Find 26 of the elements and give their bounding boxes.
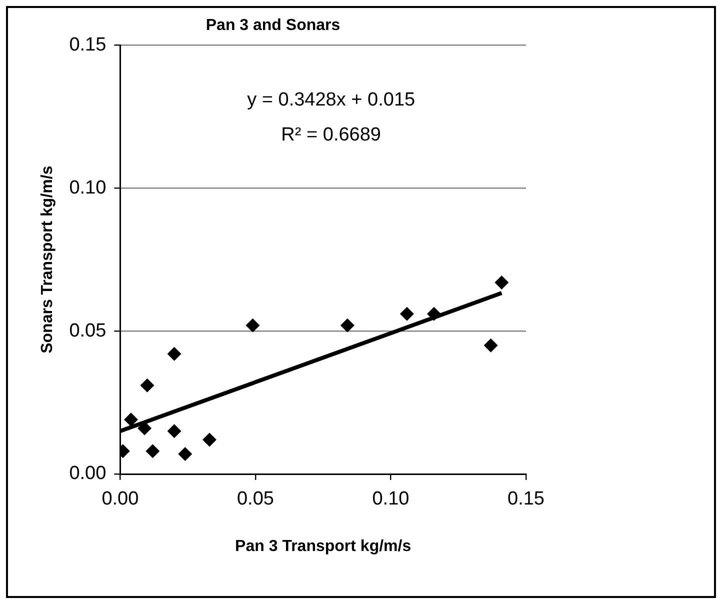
x-axis-title: Pan 3 Transport kg/m/s [235,538,412,555]
point [484,338,498,352]
y-tick-label: 0.15 [69,34,106,56]
point [178,446,192,461]
point [494,275,509,290]
y-tick-label: 0.00 [69,463,106,484]
y-tick-label: 0.10 [69,177,106,198]
point [146,444,160,458]
point [202,432,216,447]
point [167,424,182,438]
point [167,346,182,361]
y-axis-title: Sonars Transport kg/m/s [39,166,56,354]
point [246,318,260,332]
point [427,306,442,321]
x-tick-label: 0.00 [102,488,139,510]
chart-title: Pan 3 and Sonars [206,17,340,34]
annotation: R² = 0.6689 [281,124,382,146]
point [124,412,138,427]
point [340,318,354,332]
y-tick-label: 0.05 [69,320,106,342]
x-tick-label: 0.15 [508,488,544,510]
point [140,378,154,392]
x-tick-label: 0.05 [236,488,274,510]
point [400,306,414,321]
x-tick-label: 0.10 [372,488,410,510]
annotation: y = 0.3428x + 0.015 [247,89,416,110]
